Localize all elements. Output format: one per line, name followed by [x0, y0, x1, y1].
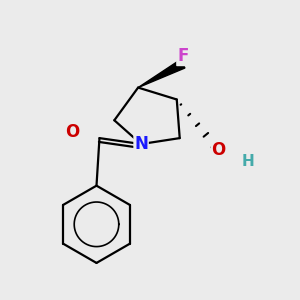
Text: H: H: [242, 154, 254, 169]
Text: O: O: [211, 141, 226, 159]
Text: O: O: [66, 123, 80, 141]
Text: N: N: [134, 135, 148, 153]
Polygon shape: [138, 60, 185, 88]
Text: F: F: [177, 47, 188, 65]
